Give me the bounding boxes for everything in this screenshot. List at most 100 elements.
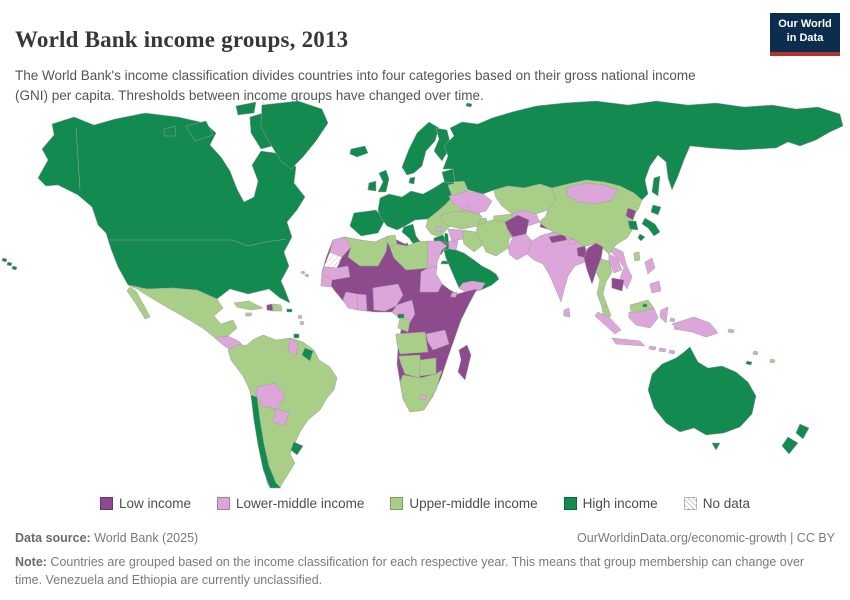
region-svalbard[interactable] (465, 102, 473, 108)
region-morocco[interactable] (329, 236, 352, 258)
region-group-africa (320, 234, 478, 413)
region-moldova[interactable] (462, 204, 470, 214)
region-china[interactable] (538, 179, 643, 255)
region-new-guinea[interactable] (671, 316, 719, 338)
region-thailand[interactable] (595, 258, 613, 308)
region-vanuatu[interactable] (752, 350, 759, 356)
region-angola[interactable] (395, 331, 429, 355)
region-mongolia[interactable] (565, 182, 619, 205)
legend-label-lower-middle-income: Lower-middle income (236, 496, 365, 511)
region-namibia[interactable] (398, 354, 421, 379)
region-mexico[interactable] (127, 284, 238, 339)
region-chile[interactable] (250, 394, 282, 489)
region-cote-divoire[interactable] (342, 291, 359, 311)
region-gabon[interactable] (397, 317, 411, 333)
region-zambia[interactable] (425, 329, 450, 351)
region-kazakhstan[interactable] (493, 183, 557, 215)
region-philippines-luzon[interactable] (644, 257, 656, 275)
region-new-zealand-south[interactable] (781, 436, 799, 455)
region-guyana[interactable] (287, 338, 299, 357)
region-greenland[interactable] (260, 100, 329, 170)
region-sakhalin[interactable] (651, 175, 661, 197)
region-fiji[interactable] (769, 358, 776, 364)
region-ukraine[interactable] (448, 190, 493, 215)
region-brunei[interactable] (642, 303, 648, 308)
region-baltics[interactable] (441, 168, 456, 184)
region-lesotho[interactable] (419, 394, 427, 401)
region-south-korea[interactable] (627, 220, 639, 231)
region-iran[interactable] (475, 219, 511, 257)
region-baja-california[interactable] (126, 286, 151, 320)
region-australia[interactable] (647, 346, 757, 436)
region-djibouti[interactable] (450, 291, 458, 298)
region-philippines-mindanao[interactable] (649, 280, 662, 294)
region-arctic-island-small[interactable] (163, 125, 177, 137)
region-denmark[interactable] (408, 176, 416, 185)
region-group-asia (526, 179, 719, 355)
legend-item-lower-middle-income[interactable]: Lower-middle income (217, 496, 364, 511)
region-kalimantan[interactable] (628, 307, 659, 329)
region-scandinavia[interactable] (401, 121, 440, 176)
region-cambodia[interactable] (611, 277, 625, 292)
region-ireland[interactable] (367, 180, 377, 192)
legend-item-high-income[interactable]: High income (563, 496, 658, 511)
region-russia[interactable] (442, 100, 844, 201)
region-japan-hokkaido[interactable] (650, 204, 662, 216)
region-madagascar[interactable] (457, 344, 472, 381)
region-senegal-gambia[interactable] (320, 273, 333, 288)
legend-item-upper-middle-income[interactable]: Upper-middle income (390, 496, 538, 511)
region-ghana[interactable] (356, 293, 368, 312)
region-india[interactable] (526, 231, 591, 303)
region-dominican-republic[interactable] (272, 303, 283, 312)
region-united-kingdom[interactable] (377, 169, 390, 193)
owid-url-link[interactable]: OurWorldinData.org/economic-growth (577, 531, 787, 545)
region-arabian-peninsula[interactable] (443, 248, 500, 294)
region-iceland[interactable] (349, 145, 369, 158)
region-uruguay[interactable] (290, 441, 304, 456)
region-syria[interactable] (447, 228, 464, 242)
region-new-caledonia[interactable] (745, 360, 753, 366)
region-japan-honshu[interactable] (641, 217, 661, 237)
data-source-value: World Bank (2025) (90, 531, 199, 545)
region-taiwan[interactable] (633, 251, 641, 262)
region-tasmania[interactable] (711, 442, 721, 451)
region-south-africa[interactable] (399, 369, 443, 413)
region-canada-usa-alaska[interactable] (37, 112, 306, 304)
owid-logo[interactable]: Our World in Data (770, 13, 840, 56)
region-french-guiana[interactable] (301, 347, 314, 362)
region-sri-lanka[interactable] (563, 307, 571, 318)
region-solomon-islands[interactable] (727, 328, 735, 334)
region-sumatra[interactable] (594, 311, 622, 335)
region-java[interactable] (611, 337, 646, 347)
region-ellesmere-island[interactable] (235, 101, 257, 116)
region-algeria[interactable] (344, 235, 389, 267)
legend-item-low-income[interactable]: Low income (99, 496, 191, 511)
region-cuba[interactable] (233, 300, 264, 311)
region-equatorial-guinea[interactable] (397, 313, 405, 319)
region-victoria-island[interactable] (185, 120, 214, 142)
region-trinidad[interactable] (293, 333, 300, 339)
region-iberia[interactable] (349, 209, 386, 237)
region-north-korea[interactable] (625, 207, 637, 221)
region-sudan[interactable] (419, 265, 443, 293)
region-jamaica[interactable] (245, 312, 253, 317)
region-crete[interactable] (440, 260, 450, 265)
region-jordan[interactable] (448, 240, 459, 251)
region-hawaii[interactable] (1, 257, 18, 271)
region-kosovo-macedonia[interactable] (435, 225, 443, 233)
region-new-zealand-north[interactable] (795, 423, 810, 440)
region-lesser-antilles[interactable] (297, 314, 305, 326)
region-sulawesi[interactable] (659, 306, 669, 324)
owid-logo-line2: in Data (786, 31, 824, 44)
region-paraguay[interactable] (272, 408, 290, 427)
region-lesser-sunda[interactable] (648, 345, 676, 355)
region-botswana[interactable] (419, 357, 437, 377)
license-link[interactable]: CC BY (796, 531, 835, 545)
region-japan-kyushu[interactable] (637, 233, 646, 242)
region-laos[interactable] (608, 253, 623, 274)
legend-item-no-data[interactable]: No data (683, 496, 750, 511)
region-cape-verde[interactable] (300, 270, 310, 278)
region-puerto-rico[interactable] (286, 308, 293, 313)
region-haiti[interactable] (266, 303, 274, 312)
region-nepal[interactable] (548, 233, 568, 244)
